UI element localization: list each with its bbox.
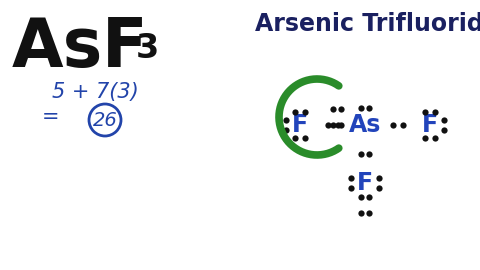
Text: F: F (422, 113, 438, 137)
Text: As: As (349, 113, 381, 137)
Text: F: F (292, 113, 308, 137)
Text: F: F (357, 171, 373, 195)
Text: Arsenic Trifluoride: Arsenic Trifluoride (255, 12, 480, 36)
Text: 3: 3 (136, 32, 159, 65)
Text: F: F (102, 15, 147, 81)
Text: 26: 26 (93, 110, 118, 130)
Text: =: = (42, 107, 60, 127)
Text: As: As (12, 15, 103, 81)
Text: 5 + 7(3): 5 + 7(3) (52, 82, 139, 102)
